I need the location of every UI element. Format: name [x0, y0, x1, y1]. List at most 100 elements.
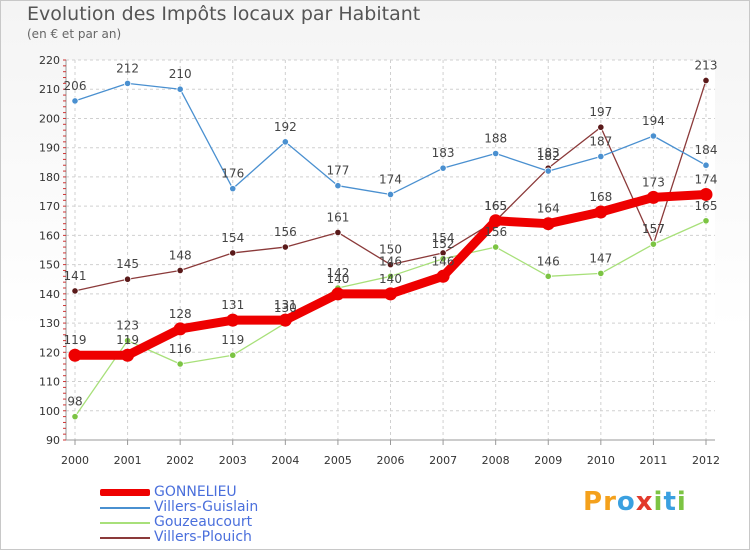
- data-label-villers-guislain: 188: [484, 132, 507, 146]
- data-label-gonnelieu: 128: [169, 307, 192, 321]
- y-tick-label: 150: [39, 259, 60, 272]
- legend-label-villers-plouich: Villers-Plouich: [154, 529, 252, 545]
- data-point-villers-plouich: [71, 287, 79, 295]
- legend-item-villers-plouich: Villers-Plouich: [100, 530, 258, 545]
- data-point-villers-guislain: [71, 97, 79, 105]
- data-label-gouzeaucourt: 165: [695, 199, 718, 213]
- x-tick-label: 2007: [429, 454, 457, 467]
- logo-letter: r: [603, 487, 617, 517]
- data-point-gouzeaucourt: [176, 360, 184, 368]
- y-tick-label: 140: [39, 288, 60, 301]
- legend-item-gouzeaucourt: Gouzeaucourt: [100, 515, 258, 530]
- data-label-villers-plouich: 150: [379, 243, 402, 257]
- data-point-villers-plouich: [702, 76, 710, 85]
- data-point-gonnelieu: [489, 214, 503, 228]
- legend-label-gouzeaucourt: Gouzeaucourt: [154, 514, 253, 530]
- logo-letter: x: [635, 487, 654, 517]
- data-label-villers-guislain: 184: [695, 143, 718, 157]
- data-label-villers-plouich: 183: [537, 146, 560, 160]
- data-label-villers-guislain: 194: [642, 114, 665, 128]
- data-point-villers-guislain: [649, 132, 658, 140]
- data-label-villers-guislain: 212: [116, 61, 139, 75]
- chart-legend: GONNELIEU Villers-Guislain Gouzeaucourt …: [100, 485, 258, 545]
- legend-swatch-gonnelieu: [100, 489, 150, 496]
- data-label-gouzeaucourt: 157: [642, 222, 665, 236]
- data-label-gonnelieu: 164: [537, 202, 560, 216]
- proxiti-logo: Proxiti: [583, 487, 687, 517]
- data-label-villers-guislain: 176: [221, 167, 244, 181]
- data-point-villers-guislain: [702, 161, 710, 169]
- legend-item-gonnelieu: GONNELIEU: [100, 485, 258, 500]
- data-point-gonnelieu: [331, 287, 345, 301]
- legend-item-villers-guislain: Villers-Guislain: [100, 500, 258, 515]
- data-label-villers-guislain: 187: [589, 134, 612, 148]
- data-point-gouzeaucourt: [386, 272, 395, 280]
- y-tick-label: 130: [39, 317, 60, 330]
- data-point-villers-plouich: [597, 123, 605, 131]
- data-label-villers-plouich: 154: [221, 231, 244, 245]
- data-label-villers-guislain: 174: [379, 172, 402, 186]
- data-label-gouzeaucourt: 119: [221, 333, 244, 347]
- data-point-villers-guislain: [597, 152, 605, 161]
- data-label-villers-guislain: 177: [326, 164, 349, 178]
- data-label-villers-plouich: 156: [274, 225, 297, 239]
- data-label-gouzeaucourt: 147: [589, 251, 612, 265]
- data-point-gouzeaucourt: [544, 272, 552, 280]
- logo-letter: i: [676, 487, 687, 517]
- data-point-gonnelieu: [646, 190, 660, 204]
- x-tick-label: 2011: [639, 454, 667, 467]
- data-point-gonnelieu: [173, 322, 187, 336]
- logo-letter: t: [663, 487, 677, 517]
- data-point-villers-guislain: [492, 149, 500, 158]
- y-tick-label: 180: [39, 171, 60, 184]
- data-point-villers-guislain: [544, 167, 552, 175]
- legend-label-villers-guislain: Villers-Guislain: [154, 499, 259, 515]
- x-tick-label: 2002: [166, 454, 194, 467]
- data-label-villers-plouich: 148: [169, 248, 192, 262]
- x-tick-label: 2009: [534, 454, 562, 467]
- y-tick-label: 160: [39, 229, 60, 242]
- data-point-gouzeaucourt: [492, 243, 500, 251]
- y-tick-label: 170: [39, 200, 60, 213]
- y-tick-label: 110: [39, 376, 60, 389]
- data-point-villers-guislain: [176, 85, 184, 93]
- data-label-villers-guislain: 182: [537, 149, 560, 163]
- data-point-gonnelieu: [699, 187, 713, 201]
- data-point-villers-plouich: [334, 228, 342, 237]
- x-tick-label: 2000: [61, 454, 89, 467]
- data-label-gonnelieu: 131: [274, 298, 297, 312]
- data-point-gonnelieu: [121, 348, 135, 362]
- data-label-villers-plouich: 145: [116, 257, 139, 271]
- data-label-gonnelieu: 140: [326, 272, 349, 286]
- data-point-villers-plouich: [281, 243, 289, 251]
- y-tick-label: 190: [39, 142, 60, 155]
- data-point-gouzeaucourt: [71, 413, 79, 421]
- chart-title: Evolution des Impôts locaux par Habitant: [27, 3, 421, 25]
- data-label-villers-plouich: 154: [432, 231, 455, 245]
- data-label-gouzeaucourt: 98: [67, 395, 82, 409]
- data-label-gonnelieu: 119: [64, 333, 87, 347]
- data-label-villers-guislain: 210: [169, 67, 192, 81]
- data-point-villers-plouich: [123, 275, 132, 283]
- data-point-gouzeaucourt: [702, 217, 710, 225]
- x-tick-label: 2010: [587, 454, 615, 467]
- data-label-gonnelieu: 146: [432, 254, 455, 268]
- x-tick-label: 2004: [271, 454, 299, 467]
- y-tick-label: 120: [39, 346, 60, 359]
- y-tick-label: 200: [39, 112, 60, 125]
- data-point-gouzeaucourt: [123, 337, 132, 345]
- data-point-villers-plouich: [386, 261, 395, 269]
- data-point-gonnelieu: [541, 217, 555, 231]
- data-label-gouzeaucourt: 116: [169, 342, 192, 356]
- data-point-gouzeaucourt: [439, 255, 447, 263]
- data-label-gonnelieu: 140: [379, 272, 402, 286]
- y-tick-label: 220: [39, 54, 60, 67]
- data-label-gouzeaucourt: 156: [484, 225, 507, 239]
- x-tick-label: 2001: [114, 454, 142, 467]
- data-point-villers-guislain: [386, 190, 395, 199]
- data-label-gonnelieu: 165: [484, 199, 507, 213]
- data-point-gouzeaucourt: [229, 351, 237, 359]
- chart-subtitle: (en € et par an): [27, 27, 122, 41]
- data-point-gonnelieu: [226, 313, 240, 327]
